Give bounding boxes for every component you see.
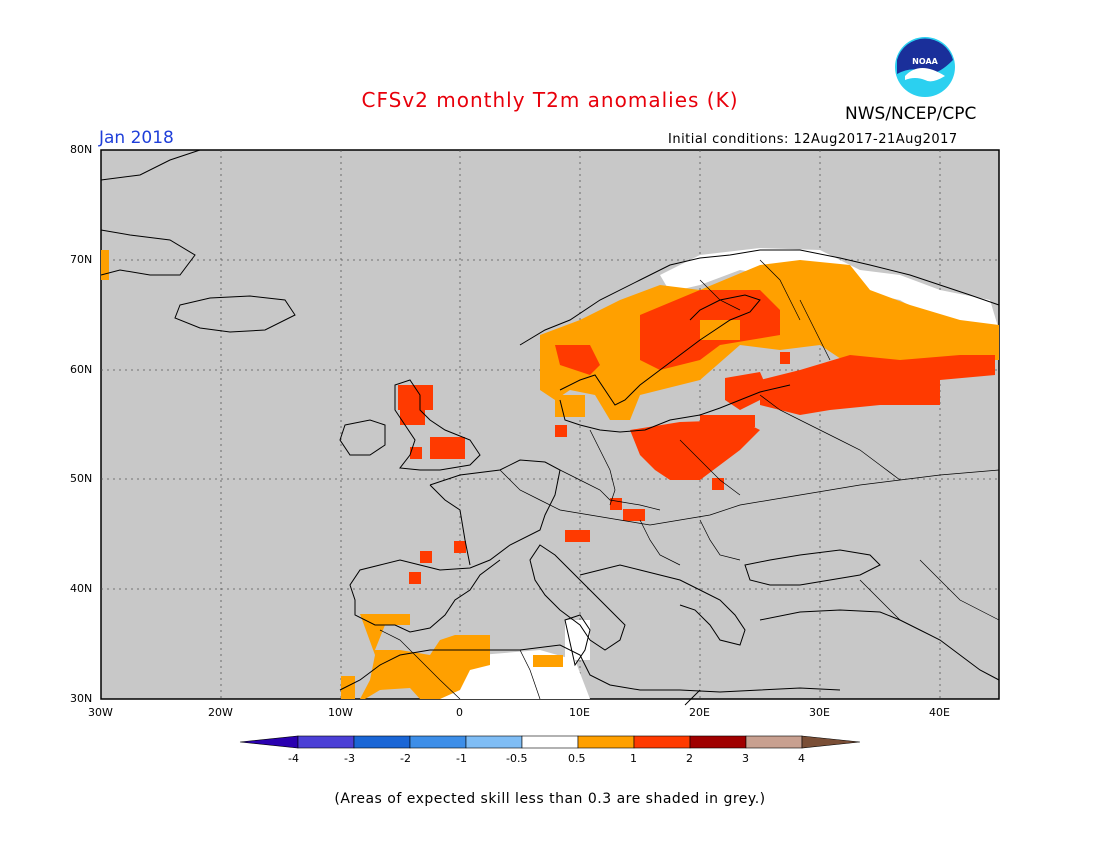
- anomaly-cells-1-2: [398, 290, 995, 584]
- legend-tick: 2: [686, 752, 693, 765]
- lon-label-30e: 30E: [809, 706, 830, 719]
- forecast-month: Jan 2018: [99, 128, 174, 148]
- map-area: [100, 149, 1000, 700]
- chart-title: CFSv2 monthly T2m anomalies (K): [361, 88, 739, 112]
- legend-swatch-above-4: [801, 735, 861, 749]
- legend-tick: 4: [798, 752, 805, 765]
- legend-swatch-n4-n3: [297, 735, 355, 749]
- initial-conditions: Initial conditions: 12Aug2017-21Aug2017: [668, 132, 958, 147]
- lat-label-50n: 50N: [70, 472, 93, 485]
- lon-label-0: 0: [456, 706, 463, 719]
- legend-colorbar: [239, 735, 861, 749]
- lat-label-40n: 40N: [70, 582, 93, 595]
- legend-swatch-n2-n1: [409, 735, 467, 749]
- legend-swatch-05-1: [577, 735, 635, 749]
- legend-swatch-1-2: [633, 735, 691, 749]
- borders: [379, 259, 1000, 700]
- lat-label-30n: 30N: [70, 692, 93, 705]
- legend-swatch-below-4: [239, 735, 299, 749]
- legend-swatch-3-4: [745, 735, 803, 749]
- lat-label-70n: 70N: [70, 253, 93, 266]
- lon-label-10w: 10W: [328, 706, 353, 719]
- legend-tick: 0.5: [568, 752, 586, 765]
- anomaly-cells-0.5-1: [101, 250, 999, 699]
- legend-tick: -2: [400, 752, 411, 765]
- noaa-logo-text: NOAA: [912, 57, 938, 66]
- noaa-logo-icon: NOAA: [895, 37, 955, 97]
- lon-label-30w: 30W: [88, 706, 113, 719]
- coastlines: [100, 149, 1000, 706]
- lon-label-40e: 40E: [929, 706, 950, 719]
- legend-swatch-n1-n05: [465, 735, 523, 749]
- lat-label-60n: 60N: [70, 363, 93, 376]
- legend-tick: -1: [456, 752, 467, 765]
- legend-tick: -0.5: [506, 752, 528, 765]
- legend-tick: 3: [742, 752, 749, 765]
- legend-tick: -4: [288, 752, 299, 765]
- lat-label-80n: 80N: [70, 143, 93, 156]
- legend-swatch-n3-n2: [353, 735, 411, 749]
- legend-tick: 1: [630, 752, 637, 765]
- lon-label-10e: 10E: [569, 706, 590, 719]
- gridlines: [101, 150, 999, 699]
- legend-tick: -3: [344, 752, 355, 765]
- lon-label-20e: 20E: [689, 706, 710, 719]
- skill-footnote: (Areas of expected skill less than 0.3 a…: [334, 791, 766, 807]
- lon-label-20w: 20W: [208, 706, 233, 719]
- agency-label: NWS/NCEP/CPC: [845, 104, 977, 124]
- legend-swatch-2-3: [689, 735, 747, 749]
- legend-swatch-n05-05: [521, 735, 579, 749]
